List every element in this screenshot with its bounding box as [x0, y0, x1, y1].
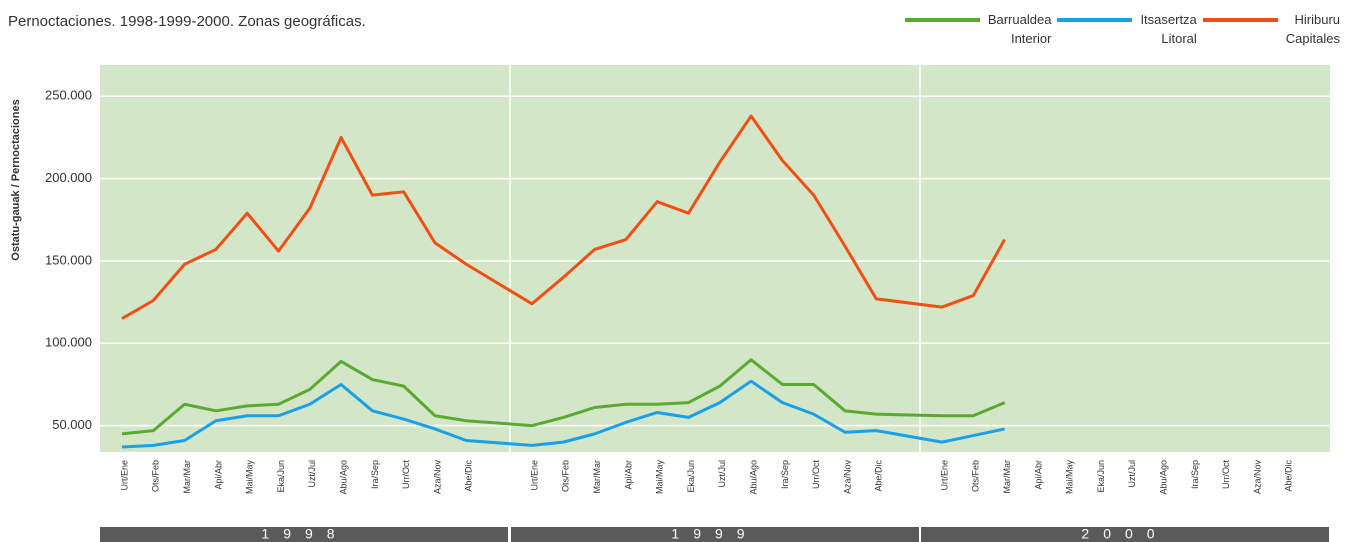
- series-line: [121, 379, 1005, 449]
- x-tick-label: Aza/Nov: [432, 460, 442, 495]
- year-label: 1998: [261, 526, 348, 542]
- x-tick-label: Ots/Feb: [561, 460, 571, 492]
- x-tick-label: Mar/Mar: [592, 460, 602, 494]
- series-line: [121, 114, 1006, 320]
- legend-swatch: [1202, 18, 1278, 22]
- y-tick-label: 50.000: [52, 417, 92, 432]
- x-tick-label: Api/Abr: [1033, 460, 1043, 490]
- year-label: 1999: [671, 526, 758, 542]
- legend: Barrualdea Interior Itsasertza Litoral Hir…: [899, 10, 1340, 48]
- x-tick-label: Urr/Oct: [401, 460, 411, 489]
- x-tick-label: Ira/Sep: [780, 460, 790, 489]
- x-tick-label: Uzt/Jul: [1127, 460, 1137, 488]
- x-tick-label: Abu/Ago: [338, 460, 348, 495]
- legend-label: Itsasertza Litoral: [1140, 12, 1197, 46]
- x-tick-label: Mar/Mar: [182, 460, 192, 494]
- x-tick-label: Aza/Nov: [842, 460, 852, 495]
- x-tick-label: Eka/Jun: [276, 460, 286, 493]
- y-axis-label: Ostatu-gauak / Pernoctaciones: [10, 99, 22, 260]
- x-tick-label: Eka/Jun: [1096, 460, 1106, 493]
- year-bar: [921, 527, 1329, 542]
- x-tick-label: Urr/Oct: [1221, 460, 1231, 489]
- legend-item: Barrualdea Interior: [904, 10, 1052, 48]
- legend-label: Hiriburu Capitales: [1285, 12, 1340, 46]
- x-tick-label: Urr/Oct: [811, 460, 821, 489]
- series-line: [121, 358, 1006, 436]
- x-tick-label: Urt/Ene: [529, 460, 539, 491]
- x-tick-label: Mar/Mar: [1002, 460, 1012, 494]
- x-tick-label: Ots/Feb: [971, 460, 981, 492]
- y-tick-label: 250.000: [45, 88, 92, 103]
- legend-swatch: [904, 18, 980, 22]
- x-tick-label: Abe/Dic: [464, 460, 474, 492]
- year-label: 2000: [1081, 526, 1168, 542]
- x-tick-label: Ots/Feb: [151, 460, 161, 492]
- legend-item: Itsasertza Litoral: [1057, 10, 1197, 48]
- x-tick-label: Mai/May: [655, 460, 665, 495]
- x-tick-label: Abe/Dic: [874, 460, 884, 492]
- y-tick-label: 100.000: [45, 335, 92, 350]
- legend-label: Barrualdea Interior: [987, 12, 1052, 46]
- x-tick-label: Aza/Nov: [1252, 460, 1262, 495]
- x-tick-label: Urt/Ene: [939, 460, 949, 491]
- year-bar: [100, 527, 508, 542]
- x-tick-label: Uzt/Jul: [307, 460, 317, 488]
- legend-item: Hiriburu Capitales: [1202, 10, 1340, 48]
- x-tick-label: Abu/Ago: [1158, 460, 1168, 495]
- x-tick-label: Ira/Sep: [370, 460, 380, 489]
- chart-title: Pernoctaciones. 1998-1999-2000. Zonas ge…: [8, 13, 366, 30]
- x-tick-label: Ira/Sep: [1190, 460, 1200, 489]
- x-tick-label: Api/Abr: [623, 460, 633, 490]
- year-bar: [511, 527, 919, 542]
- x-tick-label: Mai/May: [245, 460, 255, 495]
- x-tick-label: Uzt/Jul: [717, 460, 727, 488]
- x-tick-label: Eka/Jun: [686, 460, 696, 493]
- legend-swatch: [1057, 18, 1133, 22]
- x-tick-label: Urt/Ene: [119, 460, 129, 491]
- plot-background: [100, 65, 1330, 452]
- x-tick-label: Mai/May: [1065, 460, 1075, 495]
- x-tick-label: Abu/Ago: [748, 460, 758, 495]
- y-tick-label: 150.000: [45, 252, 92, 267]
- x-tick-label: Abe/Dic: [1284, 460, 1294, 492]
- y-tick-label: 200.000: [45, 170, 92, 185]
- x-tick-label: Api/Abr: [213, 460, 223, 490]
